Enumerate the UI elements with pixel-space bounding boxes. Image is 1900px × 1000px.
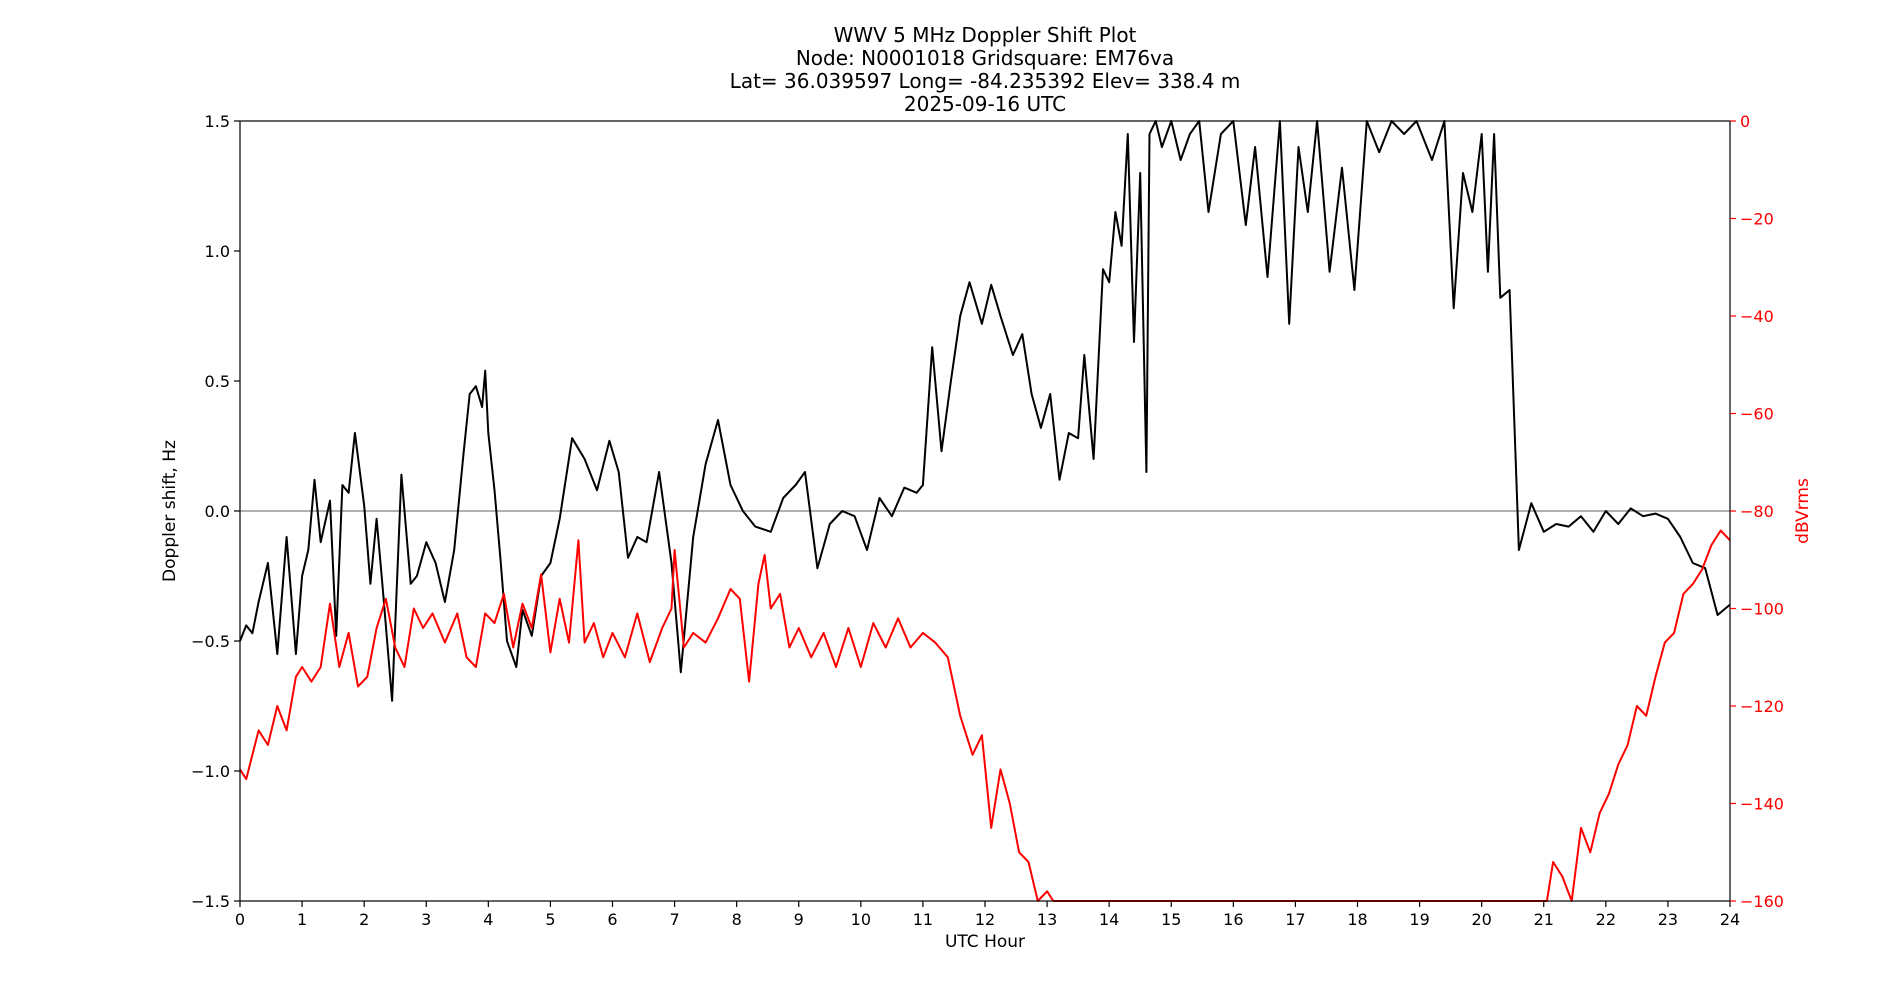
x-tick-label: 4 xyxy=(483,910,493,929)
x-tick-label: 12 xyxy=(975,910,995,929)
y-right-tick-label: −160 xyxy=(1740,892,1784,911)
y-left-tick-label: 0.0 xyxy=(205,502,230,521)
x-tick-label: 7 xyxy=(669,910,679,929)
y-right-tick-label: −140 xyxy=(1740,795,1784,814)
y-right-tick-label: −100 xyxy=(1740,600,1784,619)
chart-title-block: WWV 5 MHz Doppler Shift Plot Node: N0001… xyxy=(730,23,1241,116)
x-tick-label: 15 xyxy=(1161,910,1181,929)
x-tick-label: 18 xyxy=(1347,910,1367,929)
x-tick-label: 0 xyxy=(235,910,245,929)
x-tick-label: 17 xyxy=(1285,910,1305,929)
y-right-tick-label: −20 xyxy=(1740,210,1774,229)
x-tick-label: 16 xyxy=(1223,910,1243,929)
y-left-tick-label: −1.5 xyxy=(191,892,230,911)
x-tick-label: 6 xyxy=(607,910,617,929)
chart-title-line-1: WWV 5 MHz Doppler Shift Plot xyxy=(834,23,1137,47)
x-tick-label: 8 xyxy=(732,910,742,929)
y-axis-right: 0 −20 −40 −60 −80 −100 −120 −140 −160 xyxy=(1730,112,1784,911)
y-right-tick-label: 0 xyxy=(1740,112,1750,131)
y-axis-right-label: dBVrms xyxy=(1793,478,1813,544)
y-axis-left: 1.5 1.0 0.5 0.0 −0.5 −1.0 −1.5 xyxy=(191,112,240,911)
y-left-tick-label: −0.5 xyxy=(191,632,230,651)
x-tick-label: 13 xyxy=(1037,910,1057,929)
x-axis-label: UTC Hour xyxy=(945,932,1025,952)
chart-title-line-2: Node: N0001018 Gridsquare: EM76va xyxy=(796,46,1174,70)
chart-title-line-4: 2025-09-16 UTC xyxy=(904,92,1066,116)
x-axis: 0 1 2 3 4 5 6 7 8 9 10 11 12 13 14 15 16 17 18 19 20 21 22 23 24 xyxy=(235,901,1740,929)
x-tick-label: 9 xyxy=(794,910,804,929)
y-right-tick-label: −120 xyxy=(1740,697,1784,716)
y-right-tick-label: −80 xyxy=(1740,502,1774,521)
x-tick-label: 11 xyxy=(913,910,933,929)
x-tick-label: 2 xyxy=(359,910,369,929)
x-tick-label: 19 xyxy=(1409,910,1429,929)
y-right-tick-label: −60 xyxy=(1740,405,1774,424)
y-left-tick-label: −1.0 xyxy=(191,762,230,781)
plot-area xyxy=(240,121,1730,901)
x-tick-label: 21 xyxy=(1534,910,1554,929)
x-tick-label: 1 xyxy=(297,910,307,929)
x-tick-label: 14 xyxy=(1099,910,1119,929)
x-tick-label: 10 xyxy=(851,910,871,929)
x-tick-label: 3 xyxy=(421,910,431,929)
y-left-tick-label: 0.5 xyxy=(205,372,230,391)
y-axis-left-label: Doppler shift, Hz xyxy=(160,440,180,582)
x-tick-label: 23 xyxy=(1658,910,1678,929)
chart-title-line-3: Lat= 36.039597 Long= -84.235392 Elev= 33… xyxy=(730,69,1241,93)
y-left-tick-label: 1.5 xyxy=(205,112,230,131)
x-tick-label: 24 xyxy=(1720,910,1740,929)
y-right-tick-label: −40 xyxy=(1740,307,1774,326)
x-tick-label: 22 xyxy=(1596,910,1616,929)
x-tick-label: 20 xyxy=(1471,910,1491,929)
y-left-tick-label: 1.0 xyxy=(205,242,230,261)
x-tick-label: 5 xyxy=(545,910,555,929)
